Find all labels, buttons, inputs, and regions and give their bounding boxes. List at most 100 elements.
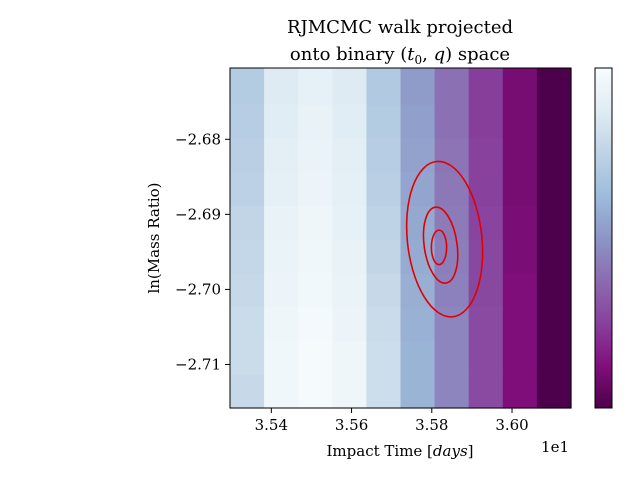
heatmap-cell [366,340,402,375]
heatmap-cell [502,239,538,274]
heatmap-cell [298,272,333,308]
heatmap [230,68,572,409]
heatmap-cell [332,171,367,206]
heatmap-cell [230,68,265,105]
heatmap-cell [366,306,402,342]
heatmap-cell [468,68,504,105]
heatmap-cell [366,104,402,139]
heatmap-cell [366,171,402,206]
x-tick-label: 3.60 [495,416,528,434]
heatmap-cell [434,171,470,206]
x-axis: 3.54 3.56 3.58 3.60 [255,408,529,434]
heatmap-cell [264,374,299,409]
heatmap-cell [468,104,504,139]
heatmap-cell [264,239,299,274]
heatmap-cell [230,239,265,274]
heatmap-cell [434,340,470,375]
heatmap-cell [468,205,504,240]
heatmap-cell [230,306,265,342]
heatmap-cell [264,340,299,375]
x-tick-label: 3.56 [335,416,368,434]
heatmap-cell [230,137,265,173]
heatmap-cell [502,137,538,173]
heatmap-cell [332,239,367,274]
heatmap-cell [400,374,436,409]
contour-level-1 [405,160,484,318]
chart-title-line1: RJMCMC walk projected [287,17,513,38]
contour-level-3 [430,229,448,266]
heatmap-cell [536,68,572,105]
heatmap-cell [264,306,299,342]
heatmap-cell [468,374,504,409]
heatmap-cell [366,272,402,308]
heatmap-cell [298,306,333,342]
heatmap-cell [366,239,402,274]
heatmap-cell [400,137,436,173]
y-tick-label: −2.68 [175,130,221,148]
heatmap-cell [400,68,436,105]
heatmap-cell [230,104,265,139]
heatmap-cell [298,340,333,375]
x-tick-label: 3.58 [415,416,448,434]
contour-level-2 [422,206,459,284]
contour-lines [405,160,484,318]
heatmap-cell [230,340,265,375]
heatmap-cell [230,374,265,409]
heatmap-cell [536,171,572,206]
heatmap-cell [434,68,470,105]
x-tick-label: 3.54 [255,416,288,434]
chart-title-line2: onto binary (t0, q) space [290,44,510,67]
heatmap-cell [468,272,504,308]
heatmap-cell [400,340,436,375]
heatmap-cell [502,374,538,409]
heatmap-cell [536,374,572,409]
heatmap-cell [366,68,402,105]
heatmap-cell [332,306,367,342]
heatmap-cell [536,306,572,342]
heatmap-cell [468,137,504,173]
heatmap-cell [502,104,538,139]
heatmap-cell [434,104,470,139]
heatmap-cell [332,374,367,409]
plot-frame [229,67,572,409]
x-axis-offset-label: 1e1 [541,438,569,456]
heatmap-cell [400,306,436,342]
heatmap-cell [536,239,572,274]
heatmap-cell [298,137,333,173]
heatmap-cell [536,205,572,240]
y-axis-label: ln(Mass Ratio) [145,182,163,293]
heatmap-cell [536,137,572,173]
heatmap-cell [298,68,333,105]
heatmap-cell [298,374,333,409]
heatmap-cell [502,205,538,240]
heatmap-cell [332,68,367,105]
heatmap-cell [468,239,504,274]
heatmap-cell [230,272,265,308]
heatmap-cell [400,272,436,308]
y-tick-label: −2.69 [175,205,221,223]
heatmap-cell [264,205,299,240]
heatmap-cell [536,104,572,139]
heatmap-cell [502,272,538,308]
heatmap-cell [298,239,333,274]
heatmap-cell [264,68,299,105]
heatmap-cell [332,272,367,308]
heatmap-cell [366,374,402,409]
heatmap-cell [502,171,538,206]
heatmap-cell [332,340,367,375]
heatmap-cell [264,104,299,139]
heatmap-cell [468,306,504,342]
y-tick-label: −2.70 [175,280,221,298]
heatmap-cell [400,171,436,206]
heatmap-cell [434,239,470,274]
heatmap-cell [366,205,402,240]
y-tick-label: −2.71 [175,355,221,373]
heatmap-cell [230,205,265,240]
y-axis: −2.68 −2.69 −2.70 −2.71 [175,130,230,373]
colorbar [594,67,613,409]
heatmap-cell [434,374,470,409]
heatmap-cell [298,104,333,139]
heatmap-cell [536,340,572,375]
heatmap-cell [230,171,265,206]
